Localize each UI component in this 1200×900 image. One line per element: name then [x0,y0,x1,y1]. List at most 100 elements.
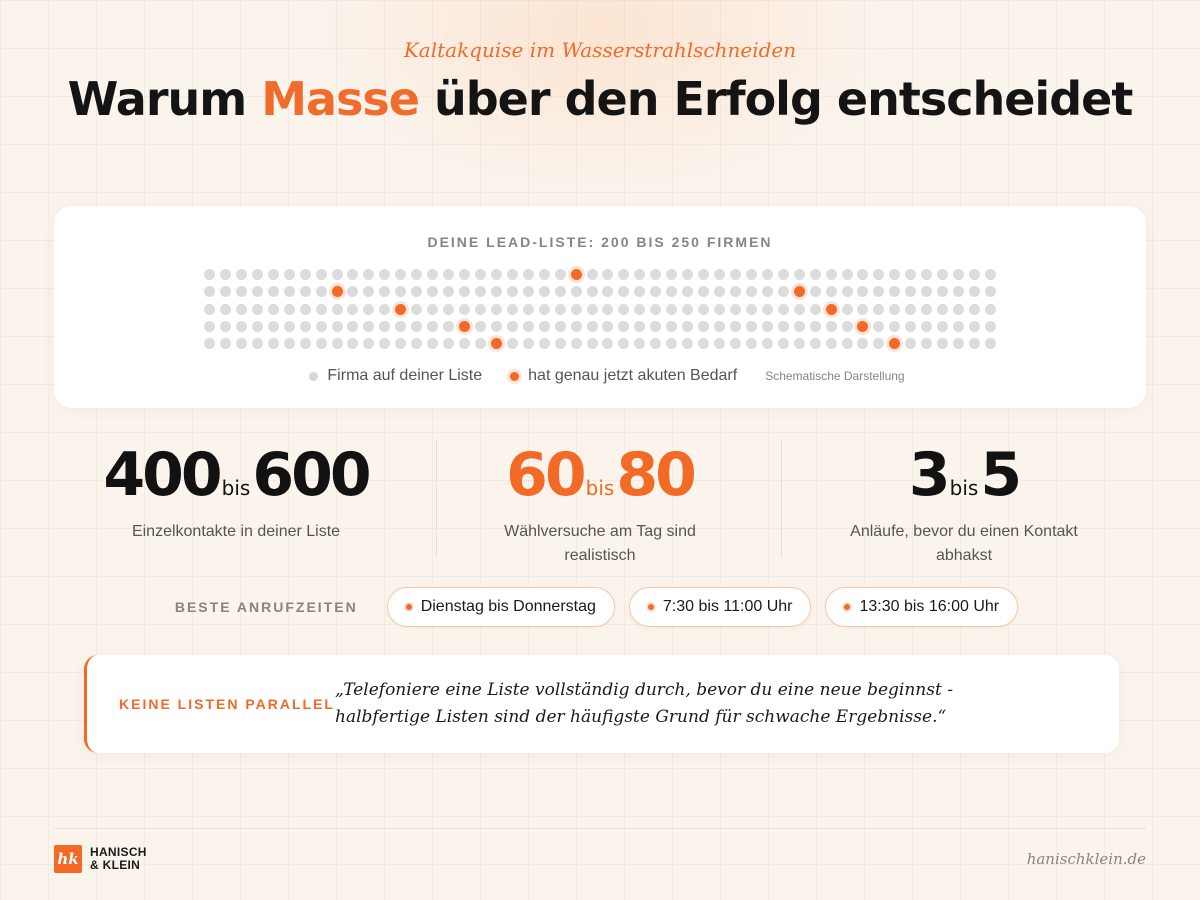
lead-dot [252,269,263,280]
lead-dot [602,304,613,315]
lead-dot [794,338,805,349]
lead-dot [523,269,534,280]
lead-dot [363,269,374,280]
lead-dot [937,321,948,332]
lead-dot [252,338,263,349]
lead-dot [666,304,677,315]
lead-dot [587,304,598,315]
lead-dot [220,321,231,332]
brand-name-line: & KLEIN [90,858,141,872]
stat-from: 3 [908,440,951,510]
lead-dot [969,338,980,349]
lead-dot [826,269,837,280]
stat-bis: bis [585,476,615,500]
lead-dot [523,338,534,349]
lead-dot [411,321,422,332]
lead-dot [555,304,566,315]
lead-dot [459,286,470,297]
lead-dot [475,304,486,315]
lead-dot [810,269,821,280]
lead-dot [300,304,311,315]
lead-dot [268,286,279,297]
website-link[interactable]: hanischklein.de [1026,850,1146,868]
lead-dot [937,269,948,280]
lead-dot [921,338,932,349]
lead-dot [842,338,853,349]
lead-dot [826,338,837,349]
lead-dot [268,321,279,332]
lead-dot [300,286,311,297]
orange-dot-icon [405,604,412,610]
lead-dot [220,269,231,280]
lead-dot [826,321,837,332]
lead-dot [555,321,566,332]
lead-dot [857,338,868,349]
lead-dot [491,269,502,280]
lead-dot [953,304,964,315]
lead-dot [778,338,789,349]
lead-dot [778,304,789,315]
lead-dot [379,338,390,349]
call-time-pill-morning: 7:30 bis 11:00 Uhr [628,587,812,627]
lead-dot [411,286,422,297]
lead-dot [363,321,374,332]
lead-dot [571,338,582,349]
lead-dot [762,321,773,332]
lead-dot [714,338,725,349]
lead-dot [284,304,295,315]
lead-dot [602,286,613,297]
lead-dot [475,269,486,280]
lead-dot [985,286,996,297]
lead-dot [826,286,837,297]
lead-dot [539,269,550,280]
pill-label: 13:30 bis 16:00 Uhr [859,598,1000,615]
stats-divider [436,440,437,558]
lead-dot [618,304,629,315]
lead-dot [634,269,645,280]
lead-dot [714,269,725,280]
title-accent: Masse [261,72,420,126]
lead-dot [682,321,693,332]
lead-dot [332,269,343,280]
lead-dot [842,321,853,332]
lead-dot [427,286,438,297]
lead-dot [746,286,757,297]
lead-dot [268,269,279,280]
lead-dot-acute [332,286,343,297]
lead-dot [842,269,853,280]
lead-dot [969,321,980,332]
stat-contacts: 400 bis 600 Einzelkontakte in deiner Liste [54,440,418,562]
lead-dot [698,338,709,349]
lead-dot [921,304,932,315]
stat-value: 60 bis 80 [418,440,782,510]
lead-dot [587,338,598,349]
lead-dot [539,304,550,315]
lead-list-label: DEINE LEAD-LISTE: 200 BIS 250 FIRMEN [427,234,773,250]
stat-value: 400 bis 600 [54,440,418,510]
stat-bis: bis [949,476,979,500]
lead-dot [316,304,327,315]
lead-dot [650,338,661,349]
lead-dot [762,269,773,280]
lead-dot-acute [794,286,805,297]
lead-dot [236,286,247,297]
lead-dot [857,304,868,315]
lead-dot [571,321,582,332]
lead-dot [746,338,757,349]
lead-dot [634,321,645,332]
lead-dot [682,269,693,280]
lead-dot [347,269,358,280]
lead-dot [539,321,550,332]
lead-dot-acute [395,304,406,315]
call-times-label: BESTE ANRUFZEITEN [174,599,358,615]
grey-dot-icon [309,371,319,381]
lead-dot [634,286,645,297]
lead-dot [969,286,980,297]
lead-dot [682,286,693,297]
lead-dot [571,286,582,297]
lead-dot [602,321,613,332]
lead-dot [778,321,789,332]
stat-to: 5 [980,440,1022,510]
lead-dot [666,321,677,332]
lead-dot [794,321,805,332]
